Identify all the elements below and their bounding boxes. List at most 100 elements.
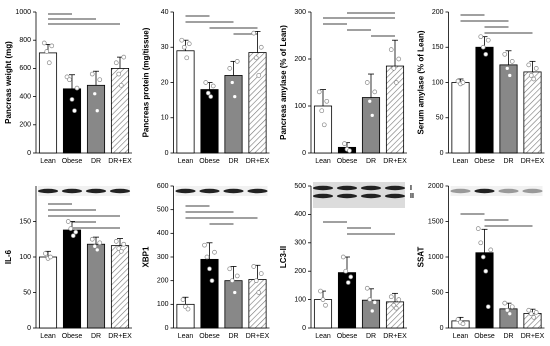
bar (86, 84, 106, 154)
data-point (502, 300, 508, 306)
data-point (342, 141, 347, 146)
y-tick-label: 300 (157, 254, 169, 261)
bar (38, 256, 58, 329)
data-point (507, 311, 513, 317)
y-tick-label: 150 (19, 218, 31, 225)
data-point (227, 266, 233, 272)
x-tick-label: DR (366, 333, 376, 340)
blot-band (312, 185, 334, 191)
data-point (94, 108, 100, 114)
data-point (208, 94, 214, 99)
data-point (345, 280, 351, 285)
data-point (212, 249, 217, 255)
data-point (46, 60, 52, 66)
y-tick-label: 1000 (15, 9, 31, 16)
data-point (48, 254, 53, 260)
y-tick-label: 200 (19, 122, 31, 129)
y-tick-label: 0 (302, 325, 306, 332)
data-point (89, 71, 95, 77)
y-tick-label: 200 (294, 56, 306, 63)
data-point (316, 89, 322, 95)
data-point (485, 304, 491, 310)
data-point (118, 82, 124, 88)
y-tick-label: 0 (165, 150, 169, 157)
x-tick-label: Lean (453, 158, 469, 165)
x-tick-label: Lean (178, 333, 194, 340)
x-tick-label: DR+EX (383, 333, 407, 340)
data-point (234, 58, 240, 64)
bar (361, 299, 381, 329)
blot-band (223, 188, 244, 194)
y-tick-label: 400 (157, 230, 169, 237)
data-point (227, 66, 233, 71)
x-tick-label: Obese (474, 333, 495, 340)
bar (176, 50, 195, 154)
y-tick-label: 500 (157, 207, 169, 214)
data-point (202, 242, 207, 248)
data-point (256, 290, 262, 295)
data-point (92, 91, 98, 97)
blot-band (37, 188, 59, 194)
data-point (205, 90, 211, 96)
bar (38, 52, 58, 154)
data-point (502, 51, 508, 57)
data-point (116, 246, 122, 251)
data-point (509, 58, 515, 64)
data-point (478, 34, 484, 40)
x-tick-label: DR (366, 158, 376, 165)
blot-band (61, 188, 83, 194)
data-point (186, 41, 192, 47)
data-point (229, 278, 235, 284)
y-tick-label: 100 (294, 296, 306, 303)
x-tick-label: DR (91, 158, 101, 165)
y-tick-label: 0 (27, 325, 31, 332)
x-tick-label: DR+EX (108, 158, 132, 165)
data-point (43, 251, 48, 256)
data-point (97, 77, 103, 83)
x-tick-label: Lean (178, 158, 194, 165)
blot-band (85, 188, 107, 194)
y-axis-label: Pancreas amylase (% of Lean) (279, 25, 288, 140)
data-point (369, 308, 375, 314)
data-point (393, 305, 399, 311)
blot-band (312, 193, 334, 199)
data-point (388, 47, 394, 52)
y-axis-label: LC3-II (279, 246, 288, 268)
data-point (234, 273, 240, 279)
data-point (340, 254, 346, 260)
blot-band (336, 185, 358, 191)
x-tick-label: Obese (199, 158, 220, 165)
bar (248, 279, 267, 329)
y-tick-label: 100 (432, 79, 444, 86)
y-tick-label: 800 (19, 37, 31, 44)
data-point (528, 73, 534, 78)
data-point (455, 317, 461, 322)
data-point (65, 219, 71, 224)
y-tick-label: 0 (27, 150, 31, 157)
data-point (526, 62, 532, 68)
y-tick-label: 100 (294, 103, 306, 110)
data-point (70, 233, 76, 239)
data-point (369, 113, 375, 118)
y-tick-label: 1000 (428, 254, 444, 261)
data-point (121, 54, 127, 60)
bar (86, 243, 106, 329)
data-point (207, 266, 212, 272)
bar (361, 97, 381, 154)
data-point (209, 278, 215, 284)
data-point (478, 240, 484, 246)
y-tick-label: 0 (165, 325, 169, 332)
blot-band (360, 185, 382, 191)
y-tick-label: 300 (294, 9, 306, 16)
x-tick-label: DR (228, 158, 238, 165)
data-point (504, 307, 510, 313)
data-point (67, 77, 72, 83)
bar (224, 280, 243, 329)
bar (200, 258, 219, 329)
data-point (396, 56, 402, 62)
x-tick-label: DR (91, 333, 101, 340)
bar (475, 46, 494, 154)
x-tick-label: Obese (337, 158, 358, 165)
bar (313, 105, 333, 154)
data-point (68, 226, 74, 231)
